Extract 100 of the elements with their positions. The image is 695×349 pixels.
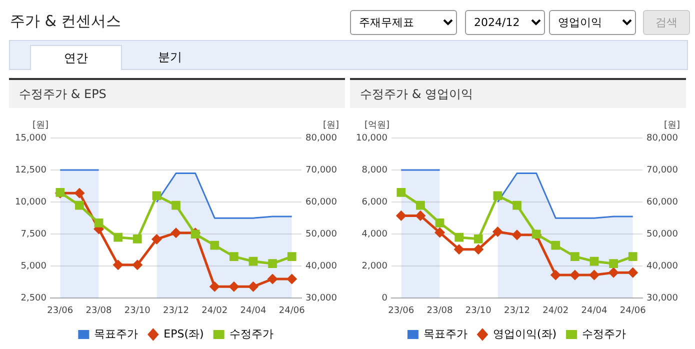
text: 주가 & 컨센서스 [10, 12, 122, 31]
point [474, 244, 484, 254]
point [152, 191, 162, 200]
point [132, 260, 142, 270]
y-tick-label: 10,000 [356, 133, 388, 144]
y2-tick-label: 30,000 [646, 294, 678, 304]
point [435, 228, 445, 238]
point [570, 270, 580, 280]
point [550, 270, 560, 280]
y2-axis-title: [원] [664, 120, 680, 130]
legend-label: 수정주가 [582, 327, 626, 340]
x-tick-label: 24/04 [581, 306, 608, 316]
x-tick-label: 23/12 [163, 306, 189, 316]
x-tick-label: 23/08 [426, 306, 454, 316]
y2-tick-label: 80,000 [306, 133, 338, 144]
y-tick-label: 12,500 [14, 165, 47, 176]
text: 주재무제표 [350, 10, 457, 35]
point [171, 228, 181, 238]
point [396, 210, 406, 220]
text: 검색 [643, 10, 690, 35]
y2-tick-label: 40,000 [646, 262, 678, 272]
point [493, 191, 502, 200]
x-tick-label: 23/10 [124, 306, 151, 316]
y-tick-label: 0 [382, 294, 388, 304]
y2-tick-label: 50,000 [646, 229, 678, 240]
y2-tick-label: 40,000 [306, 262, 338, 272]
point [512, 230, 522, 240]
point [287, 252, 296, 261]
point [416, 200, 425, 210]
point [454, 244, 464, 254]
legend-label: 목표주가 [94, 327, 138, 340]
legend-label: 목표주가 [423, 327, 468, 340]
y2-tick-label: 60,000 [646, 197, 678, 208]
x-tick-label: 23/10 [465, 306, 492, 316]
point [229, 252, 238, 261]
y-tick-label: 8,000 [362, 165, 388, 176]
point [609, 259, 618, 268]
y-tick-label: 2,500 [20, 294, 47, 304]
legend-label: 수정주가 [229, 327, 274, 340]
point [75, 200, 84, 210]
point [94, 218, 104, 228]
x-tick-label: 24/06 [620, 306, 646, 316]
x-tick-label: 24/02 [202, 306, 228, 316]
point [268, 259, 277, 268]
point [570, 252, 580, 261]
y2-tick-label: 50,000 [306, 229, 338, 240]
x-tick-label: 24/04 [240, 306, 266, 316]
point [590, 256, 599, 266]
point [551, 240, 560, 250]
point [287, 274, 297, 284]
x-tick-label: 24/02 [542, 306, 569, 316]
y-axis-title: [원] [32, 120, 48, 130]
y2-tick-label: 60,000 [306, 197, 338, 208]
point [492, 226, 502, 236]
y-tick-label: 15,000 [14, 133, 47, 144]
y2-tick-label: 70,000 [646, 165, 678, 176]
legend-label: EPS(좌) [164, 327, 204, 340]
point [435, 218, 444, 228]
y-tick-label: 5,000 [20, 262, 47, 272]
chart-title: 수정주가 & EPS [9, 80, 345, 108]
y2-axis-title: [원] [322, 120, 339, 130]
y-tick-label: 4,000 [362, 229, 388, 240]
point [74, 188, 84, 198]
y2-tick-label: 80,000 [646, 133, 678, 144]
point [114, 232, 123, 242]
point [628, 252, 638, 261]
y-axis-title: [억원] [364, 120, 390, 130]
point [416, 210, 426, 220]
text: 분기 [157, 49, 183, 66]
point [152, 234, 162, 244]
point [589, 270, 599, 280]
y-tick-label: 6,000 [362, 197, 388, 208]
point [172, 200, 180, 210]
y-tick-label: 2,000 [362, 262, 388, 272]
point [268, 274, 278, 284]
x-tick-label: 24/06 [278, 306, 306, 316]
text: 영업이익 [549, 10, 636, 35]
x-tick-label: 23/08 [86, 306, 112, 316]
point [628, 268, 638, 278]
legend-label: 영업이익(좌) [492, 327, 557, 340]
x-tick-label: 23/06 [47, 306, 74, 316]
point [454, 232, 464, 242]
point [248, 282, 258, 292]
point [113, 260, 123, 270]
point [210, 282, 220, 292]
point [210, 240, 220, 250]
point [608, 268, 618, 278]
point [132, 234, 142, 244]
text: 2024/12 [465, 10, 545, 35]
x-tick-label: 23/06 [388, 306, 414, 316]
point [229, 282, 239, 292]
point [248, 256, 258, 266]
y-tick-label: 10,000 [14, 197, 47, 208]
x-tick-label: 23/12 [504, 306, 530, 316]
y-tick-label: 7,500 [20, 229, 47, 240]
point [512, 200, 522, 210]
point [474, 234, 483, 244]
chart-title: 수정주가 & 영업이익 [350, 80, 686, 108]
y2-tick-label: 70,000 [306, 165, 338, 176]
y2-tick-label: 30,000 [306, 294, 338, 304]
